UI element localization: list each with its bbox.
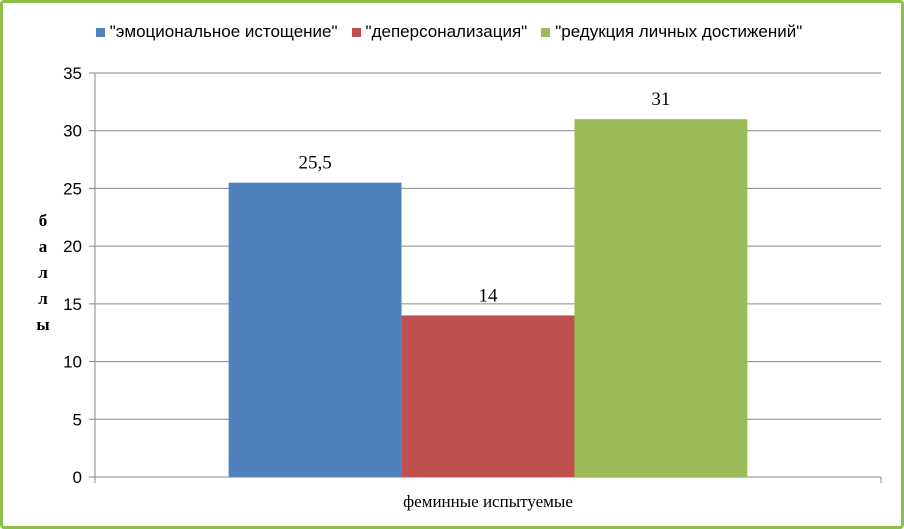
bar: [228, 182, 402, 477]
legend-label: "редукция личных достижений": [555, 22, 803, 41]
data-label: 14: [479, 285, 499, 306]
legend-swatch-green: [541, 27, 551, 37]
y-axis-label-letter: ы: [36, 315, 50, 334]
y-axis-label-letter: л: [38, 289, 48, 308]
y-axis-label-letter: б: [38, 211, 48, 230]
y-tick-label: 35: [63, 64, 82, 83]
y-tick-label: 30: [63, 122, 82, 141]
data-label: 25,5: [298, 153, 331, 174]
y-tick-label: 10: [63, 353, 82, 372]
legend: "эмоциональное истощение" "деперсонализа…: [0, 20, 898, 44]
bar: [574, 119, 748, 478]
legend-label: "деперсонализация": [365, 22, 528, 41]
y-axis-label-letter: л: [38, 263, 48, 282]
y-tick-label: 15: [63, 295, 82, 314]
y-tick-label: 25: [63, 179, 82, 198]
y-axis-label-letter: а: [38, 237, 48, 256]
bar: [401, 315, 575, 477]
y-tick-label: 5: [73, 410, 82, 429]
data-label: 31: [651, 89, 670, 110]
legend-swatch-red: [351, 27, 361, 37]
legend-label: "эмоциональное истощение": [109, 22, 338, 41]
y-tick-label: 0: [73, 468, 82, 487]
legend-item-achievement-reduction: "редукция личных достижений": [541, 22, 802, 42]
y-tick-label: 20: [63, 237, 82, 256]
legend-item-depersonalization: "деперсонализация": [351, 22, 528, 42]
legend-swatch-blue: [95, 27, 105, 37]
x-category-label: феминные испытуемые: [403, 492, 573, 511]
legend-item-emotional-exhaustion: "эмоциональное истощение": [95, 22, 338, 42]
